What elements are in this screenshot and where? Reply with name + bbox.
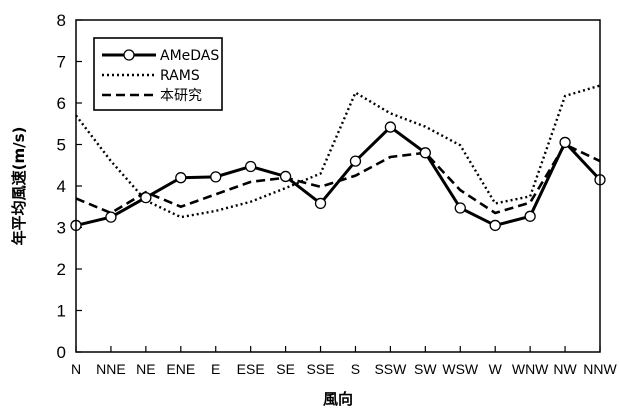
x-tick-label: WSW	[442, 361, 479, 377]
x-tick-label: W	[489, 361, 503, 377]
x-tick-label: NNW	[583, 361, 617, 377]
x-tick-label: NE	[136, 361, 155, 377]
series-0	[70, 121, 606, 232]
x-tick-label: NNE	[96, 361, 126, 377]
y-tick-label: 2	[57, 260, 66, 279]
data-point	[524, 210, 536, 222]
data-point	[245, 160, 257, 173]
legend-marker	[123, 49, 135, 61]
legend-box	[93, 37, 223, 111]
y-axis-ticks: 0 1 2 3 4 5 6 7 8	[57, 11, 82, 362]
data-point	[210, 171, 222, 183]
y-tick-label: 0	[57, 343, 66, 362]
legend-label: 本研究	[160, 88, 202, 104]
y-tick-label: 6	[57, 94, 66, 113]
x-tick-label: N	[71, 361, 81, 377]
x-tick-label: SSW	[374, 361, 407, 377]
y-tick-label: 3	[57, 219, 66, 238]
plot-frame	[75, 19, 601, 353]
data-point	[279, 170, 292, 183]
y-axis-title: 年平均風速(m/s)	[10, 127, 28, 246]
data-point	[559, 136, 571, 149]
data-point	[489, 219, 501, 232]
x-tick-label: ENE	[166, 361, 195, 377]
data-point	[175, 172, 187, 184]
data-point	[105, 211, 117, 223]
x-tick-label: SSE	[307, 361, 335, 377]
legend: AMeDAS RAMS 本研究	[93, 37, 223, 111]
data-point	[384, 121, 397, 133]
data-point	[419, 147, 431, 159]
data-point	[454, 202, 466, 214]
legend-label: AMeDAS	[160, 48, 219, 64]
y-tick-label: 7	[57, 53, 66, 72]
series-2	[75, 142, 601, 215]
x-axis-ticks: N NNE NE ENE E ESE SE SSE S SSW SW WSW W WNW NW NNW	[71, 346, 618, 377]
data-point	[314, 197, 327, 210]
x-tick-label: ESE	[237, 361, 265, 377]
data-point	[349, 155, 362, 167]
x-tick-label: S	[351, 361, 360, 377]
series-line	[75, 125, 602, 228]
data-point	[140, 191, 152, 204]
x-tick-label: E	[211, 361, 220, 377]
series-line	[75, 142, 601, 215]
x-tick-label: SE	[276, 361, 295, 377]
y-tick-label: 1	[57, 302, 66, 321]
legend-label: RAMS	[160, 68, 200, 84]
y-tick-label: 4	[57, 177, 66, 196]
y-tick-label: 5	[57, 136, 66, 155]
y-tick-label: 8	[57, 11, 66, 30]
x-axis-title: 風向	[323, 390, 353, 408]
x-tick-label: NW	[553, 361, 577, 377]
x-tick-label: WNW	[512, 361, 549, 377]
x-tick-label: SW	[414, 361, 437, 377]
